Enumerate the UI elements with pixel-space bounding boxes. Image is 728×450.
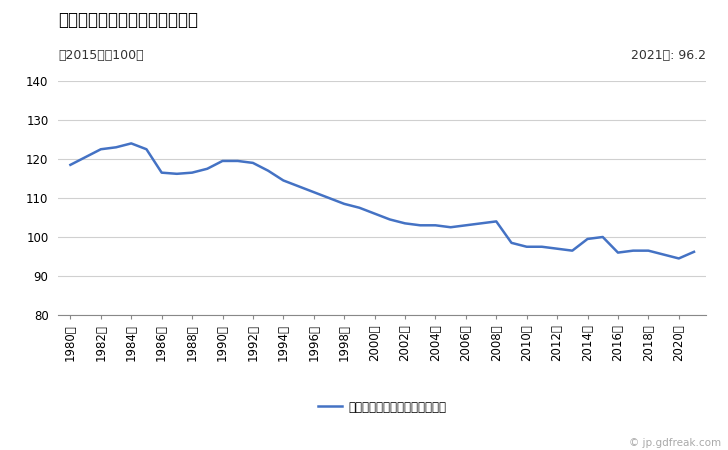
- 年次・需要段階別・用途別指数: [66, 162, 75, 167]
- 年次・需要段階別・用途別指数: [446, 225, 455, 230]
- 年次・需要段階別・用途別指数: [537, 244, 546, 249]
- 年次・需要段階別・用途別指数: [309, 189, 318, 195]
- 年次・需要段階別・用途別指数: [294, 184, 303, 189]
- 年次・需要段階別・用途別指数: [385, 217, 394, 222]
- 年次・需要段階別・用途別指数: [522, 244, 531, 249]
- 年次・需要段階別・用途別指数: [431, 223, 440, 228]
- 年次・需要段階別・用途別指数: [674, 256, 683, 261]
- 年次・需要段階別・用途別指数: [689, 249, 698, 255]
- 年次・需要段階別・用途別指数: [142, 147, 151, 152]
- 年次・需要段階別・用途別指数: [234, 158, 242, 164]
- 年次・需要段階別・用途別指数: [660, 252, 668, 257]
- 年次・需要段階別・用途別指数: [127, 141, 135, 146]
- 年次・需要段階別・用途別指数: [598, 234, 607, 240]
- 年次・需要段階別・用途別指数: [340, 201, 349, 207]
- 年次・需要段階別・用途別指数: [644, 248, 653, 253]
- 年次・需要段階別・用途別指数: [248, 160, 257, 166]
- 年次・需要段階別・用途別指数: [629, 248, 638, 253]
- Text: 2021年: 96.2: 2021年: 96.2: [631, 50, 706, 62]
- 年次・需要段階別・用途別指数: [477, 220, 486, 226]
- 年次・需要段階別・用途別指数: [507, 240, 516, 246]
- 年次・需要段階別・用途別指数: [492, 219, 501, 224]
- 年次・需要段階別・用途別指数: [111, 144, 120, 150]
- 年次・需要段階別・用途別指数: [218, 158, 227, 164]
- Text: ［2015年＝100］: ［2015年＝100］: [58, 50, 144, 62]
- Legend: 年次・需要段階別・用途別指数: 年次・需要段階別・用途別指数: [314, 396, 451, 418]
- 年次・需要段階別・用途別指数: [614, 250, 622, 255]
- 年次・需要段階別・用途別指数: [553, 246, 561, 252]
- 年次・需要段階別・用途別指数: [188, 170, 197, 176]
- Text: 年次・需要段階別・用途別指数: 年次・需要段階別・用途別指数: [58, 11, 198, 29]
- 年次・需要段階別・用途別指数: [325, 195, 333, 201]
- 年次・需要段階別・用途別指数: [264, 168, 272, 173]
- 年次・需要段階別・用途別指数: [568, 248, 577, 253]
- 年次・需要段階別・用途別指数: [355, 205, 364, 211]
- Text: © jp.gdfreak.com: © jp.gdfreak.com: [628, 438, 721, 448]
- 年次・需要段階別・用途別指数: [400, 220, 409, 226]
- 年次・需要段階別・用途別指数: [462, 223, 470, 228]
- 年次・需要段階別・用途別指数: [157, 170, 166, 176]
- Line: 年次・需要段階別・用途別指数: 年次・需要段階別・用途別指数: [71, 144, 694, 258]
- 年次・需要段階別・用途別指数: [416, 223, 424, 228]
- 年次・需要段階別・用途別指数: [82, 154, 90, 160]
- 年次・需要段階別・用途別指数: [96, 147, 105, 152]
- 年次・需要段階別・用途別指数: [279, 178, 288, 183]
- 年次・需要段階別・用途別指数: [173, 171, 181, 176]
- 年次・需要段階別・用途別指数: [583, 236, 592, 242]
- 年次・需要段階別・用途別指数: [203, 166, 212, 171]
- 年次・需要段階別・用途別指数: [371, 211, 379, 216]
